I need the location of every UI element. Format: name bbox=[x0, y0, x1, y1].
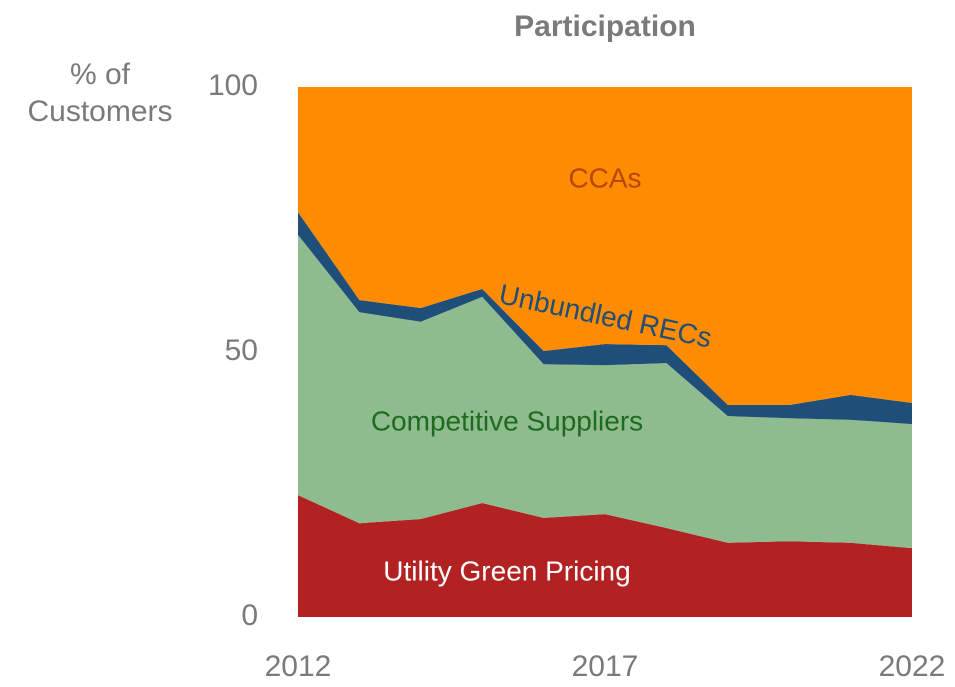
area bbox=[298, 495, 912, 617]
area bbox=[298, 234, 912, 549]
y-tick-label: 100 bbox=[208, 69, 258, 102]
y-axis-label: Customers bbox=[27, 95, 172, 128]
y-axis-label: % of bbox=[70, 58, 131, 91]
series-label: CCAs bbox=[568, 162, 641, 193]
y-tick-label: 0 bbox=[241, 599, 258, 632]
area bbox=[298, 212, 912, 425]
series-label: Competitive Suppliers bbox=[371, 405, 643, 436]
x-tick-label: 2017 bbox=[572, 650, 639, 683]
y-tick-label: 50 bbox=[225, 334, 258, 367]
chart-title: Participation bbox=[514, 10, 696, 43]
series-label: Utility Green Pricing bbox=[383, 555, 630, 586]
x-tick-label: 2022 bbox=[879, 650, 946, 683]
x-tick-label: 2012 bbox=[265, 650, 332, 683]
area bbox=[298, 87, 912, 405]
